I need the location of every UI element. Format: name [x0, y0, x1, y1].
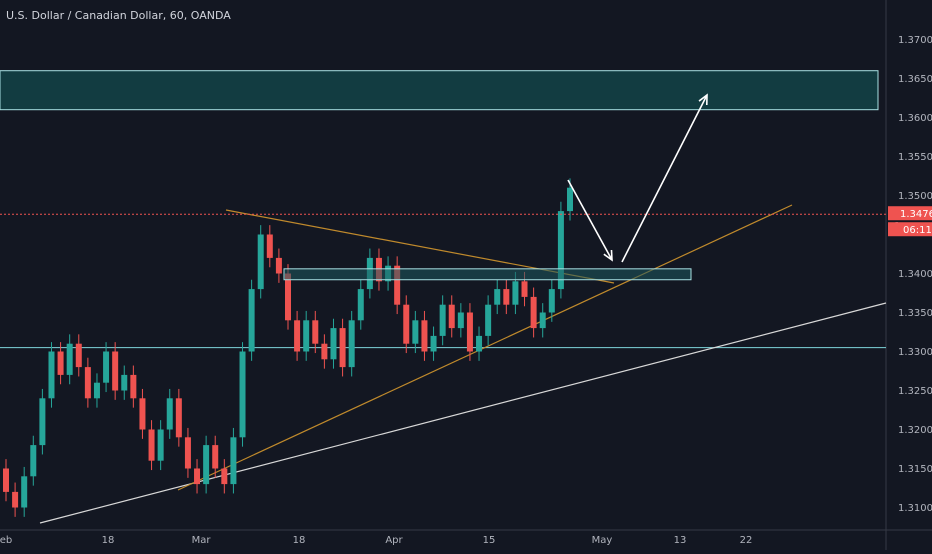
- candle-body: [39, 398, 46, 446]
- candle-body: [457, 312, 464, 329]
- candle-body: [21, 476, 28, 508]
- candle-body: [57, 351, 64, 375]
- candle-body: [93, 382, 100, 399]
- candle-body: [421, 320, 428, 352]
- projection-arrow-down-head: [603, 249, 613, 262]
- time-tick-label: 15: [483, 535, 496, 546]
- candle-body: [103, 351, 110, 383]
- candle-body: [175, 398, 182, 438]
- current-price-badge: [888, 206, 932, 221]
- time-tick-label: 22: [740, 535, 753, 546]
- candle-body: [248, 289, 255, 352]
- candle-body: [512, 281, 519, 305]
- candle-body: [266, 234, 273, 258]
- candle-body: [530, 296, 537, 329]
- countdown-badge: [888, 222, 932, 237]
- candle-body: [494, 289, 501, 305]
- candle-body: [357, 289, 364, 321]
- candle-body: [157, 429, 164, 461]
- candle-body: [567, 187, 573, 212]
- price-tick-label: 1.33000: [898, 347, 932, 358]
- candle-body: [239, 351, 246, 438]
- candle-body: [3, 468, 9, 492]
- projection-arrow-up: [621, 94, 708, 263]
- candle-body: [148, 429, 155, 461]
- candle-body: [257, 234, 264, 290]
- resistance-zone: [0, 70, 879, 111]
- candle-body: [203, 445, 210, 485]
- candle-body: [412, 320, 419, 344]
- candle-body: [348, 320, 355, 368]
- candle-body: [339, 328, 346, 368]
- candle-body: [121, 374, 128, 391]
- candle-body: [48, 351, 55, 399]
- candle-body: [12, 491, 19, 508]
- candle-body: [221, 468, 228, 485]
- candle-body: [321, 343, 328, 360]
- price-tick-label: 1.36000: [898, 113, 932, 124]
- candle-body: [230, 437, 237, 485]
- price-tick-label: 1.32500: [898, 386, 932, 397]
- candle-body: [275, 257, 282, 274]
- candle-body: [539, 312, 546, 329]
- candle-body: [212, 445, 219, 469]
- price-tick-label: 1.35000: [898, 191, 932, 202]
- projection-arrow-down: [567, 179, 613, 261]
- price-tick-label: 1.34000: [898, 269, 932, 280]
- candle-body: [503, 289, 510, 305]
- candle-body: [394, 265, 401, 305]
- candle-body: [476, 335, 483, 352]
- candle-body: [75, 343, 82, 368]
- time-tick-label: 18: [102, 535, 115, 546]
- candle-body: [84, 367, 91, 399]
- time-tick-label: 18: [293, 535, 306, 546]
- candle-body: [330, 328, 337, 360]
- time-tick-label: May: [592, 535, 613, 546]
- candle-body: [285, 273, 291, 321]
- candle-body: [312, 320, 319, 344]
- candle-body: [430, 335, 437, 352]
- ascending-trendline: [177, 204, 793, 491]
- projection-arrow-up-head: [698, 93, 708, 106]
- candle-body: [548, 289, 555, 313]
- time-tick-label: Mar: [192, 535, 212, 546]
- countdown-label: 06:11: [903, 225, 932, 236]
- symbol-title: U.S. Dollar / Canadian Dollar, 60, OANDA: [6, 9, 231, 22]
- price-tick-label: 1.32000: [898, 425, 932, 436]
- candle-body: [557, 211, 564, 290]
- candle-body: [30, 445, 37, 477]
- retest-zone: [283, 268, 692, 281]
- candle-body: [303, 320, 310, 352]
- candle-body: [112, 351, 119, 391]
- time-tick-label: 13: [674, 535, 687, 546]
- price-tick-label: 1.31000: [898, 503, 932, 514]
- price-tick-label: 1.36500: [898, 74, 932, 85]
- time-tick-label: eb: [0, 535, 12, 546]
- candle-body: [139, 398, 146, 430]
- candle-body: [294, 320, 301, 352]
- price-tick-label: 1.35500: [898, 152, 932, 163]
- candle-body: [485, 304, 492, 336]
- time-tick-label: Apr: [385, 535, 403, 546]
- candle-body: [184, 437, 191, 469]
- price-tick-label: 1.33500: [898, 308, 932, 319]
- candle-body: [448, 304, 455, 329]
- candle-body: [166, 398, 173, 430]
- long-trendline: [39, 302, 887, 524]
- candle-body: [403, 304, 410, 344]
- candle-body: [130, 374, 137, 399]
- price-tick-label: 1.37000: [898, 35, 932, 46]
- candle-body: [66, 343, 73, 375]
- candle-body: [466, 312, 473, 352]
- price-tick-label: 1.31500: [898, 464, 932, 475]
- candle-body: [194, 468, 201, 485]
- candle-body: [521, 281, 528, 297]
- candle-body: [439, 304, 446, 336]
